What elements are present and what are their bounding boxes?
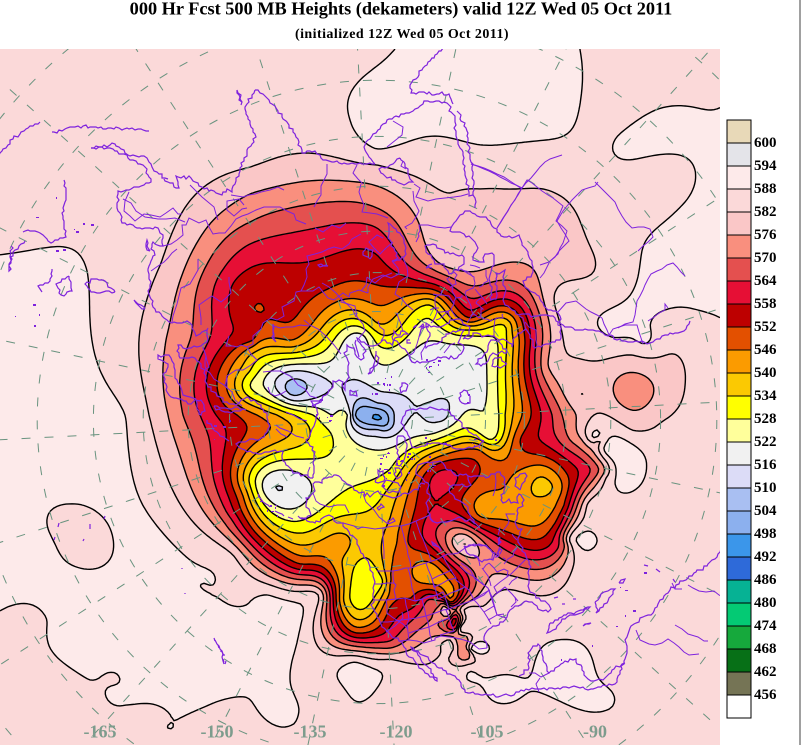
svg-text:582: 582 <box>754 204 777 220</box>
svg-text:-105: -105 <box>471 722 504 742</box>
svg-text:486: 486 <box>754 572 777 588</box>
svg-text:504: 504 <box>754 503 777 519</box>
svg-text:000 Hr Fcst 500 MB Heights (de: 000 Hr Fcst 500 MB Heights (dekameters) … <box>130 0 673 20</box>
svg-text:522: 522 <box>754 434 777 450</box>
svg-text:-150: -150 <box>201 722 234 742</box>
svg-text:498: 498 <box>754 526 777 542</box>
svg-text:594: 594 <box>754 158 777 174</box>
svg-text:474: 474 <box>754 618 777 634</box>
svg-text:540: 540 <box>754 365 777 381</box>
svg-text:480: 480 <box>754 595 777 611</box>
svg-text:510: 510 <box>754 480 777 496</box>
svg-text:534: 534 <box>754 388 777 404</box>
svg-text:-135: -135 <box>294 722 327 742</box>
svg-text:576: 576 <box>754 227 777 243</box>
svg-text:462: 462 <box>754 664 777 680</box>
svg-text:-120: -120 <box>380 722 413 742</box>
svg-text:-165: -165 <box>84 722 117 742</box>
svg-text:588: 588 <box>754 181 777 197</box>
svg-text:528: 528 <box>754 411 777 427</box>
svg-text:-90: -90 <box>583 722 607 742</box>
svg-text:564: 564 <box>754 273 777 289</box>
svg-text:456: 456 <box>754 687 777 703</box>
svg-text:546: 546 <box>754 342 777 358</box>
svg-text:(initialized 12Z Wed 05 Oct 20: (initialized 12Z Wed 05 Oct 2011) <box>295 27 509 42</box>
svg-text:492: 492 <box>754 549 777 565</box>
svg-text:516: 516 <box>754 457 777 473</box>
svg-text:558: 558 <box>754 296 777 312</box>
svg-text:570: 570 <box>754 250 777 266</box>
svg-text:468: 468 <box>754 641 777 657</box>
svg-text:600: 600 <box>754 135 777 151</box>
svg-text:552: 552 <box>754 319 777 335</box>
